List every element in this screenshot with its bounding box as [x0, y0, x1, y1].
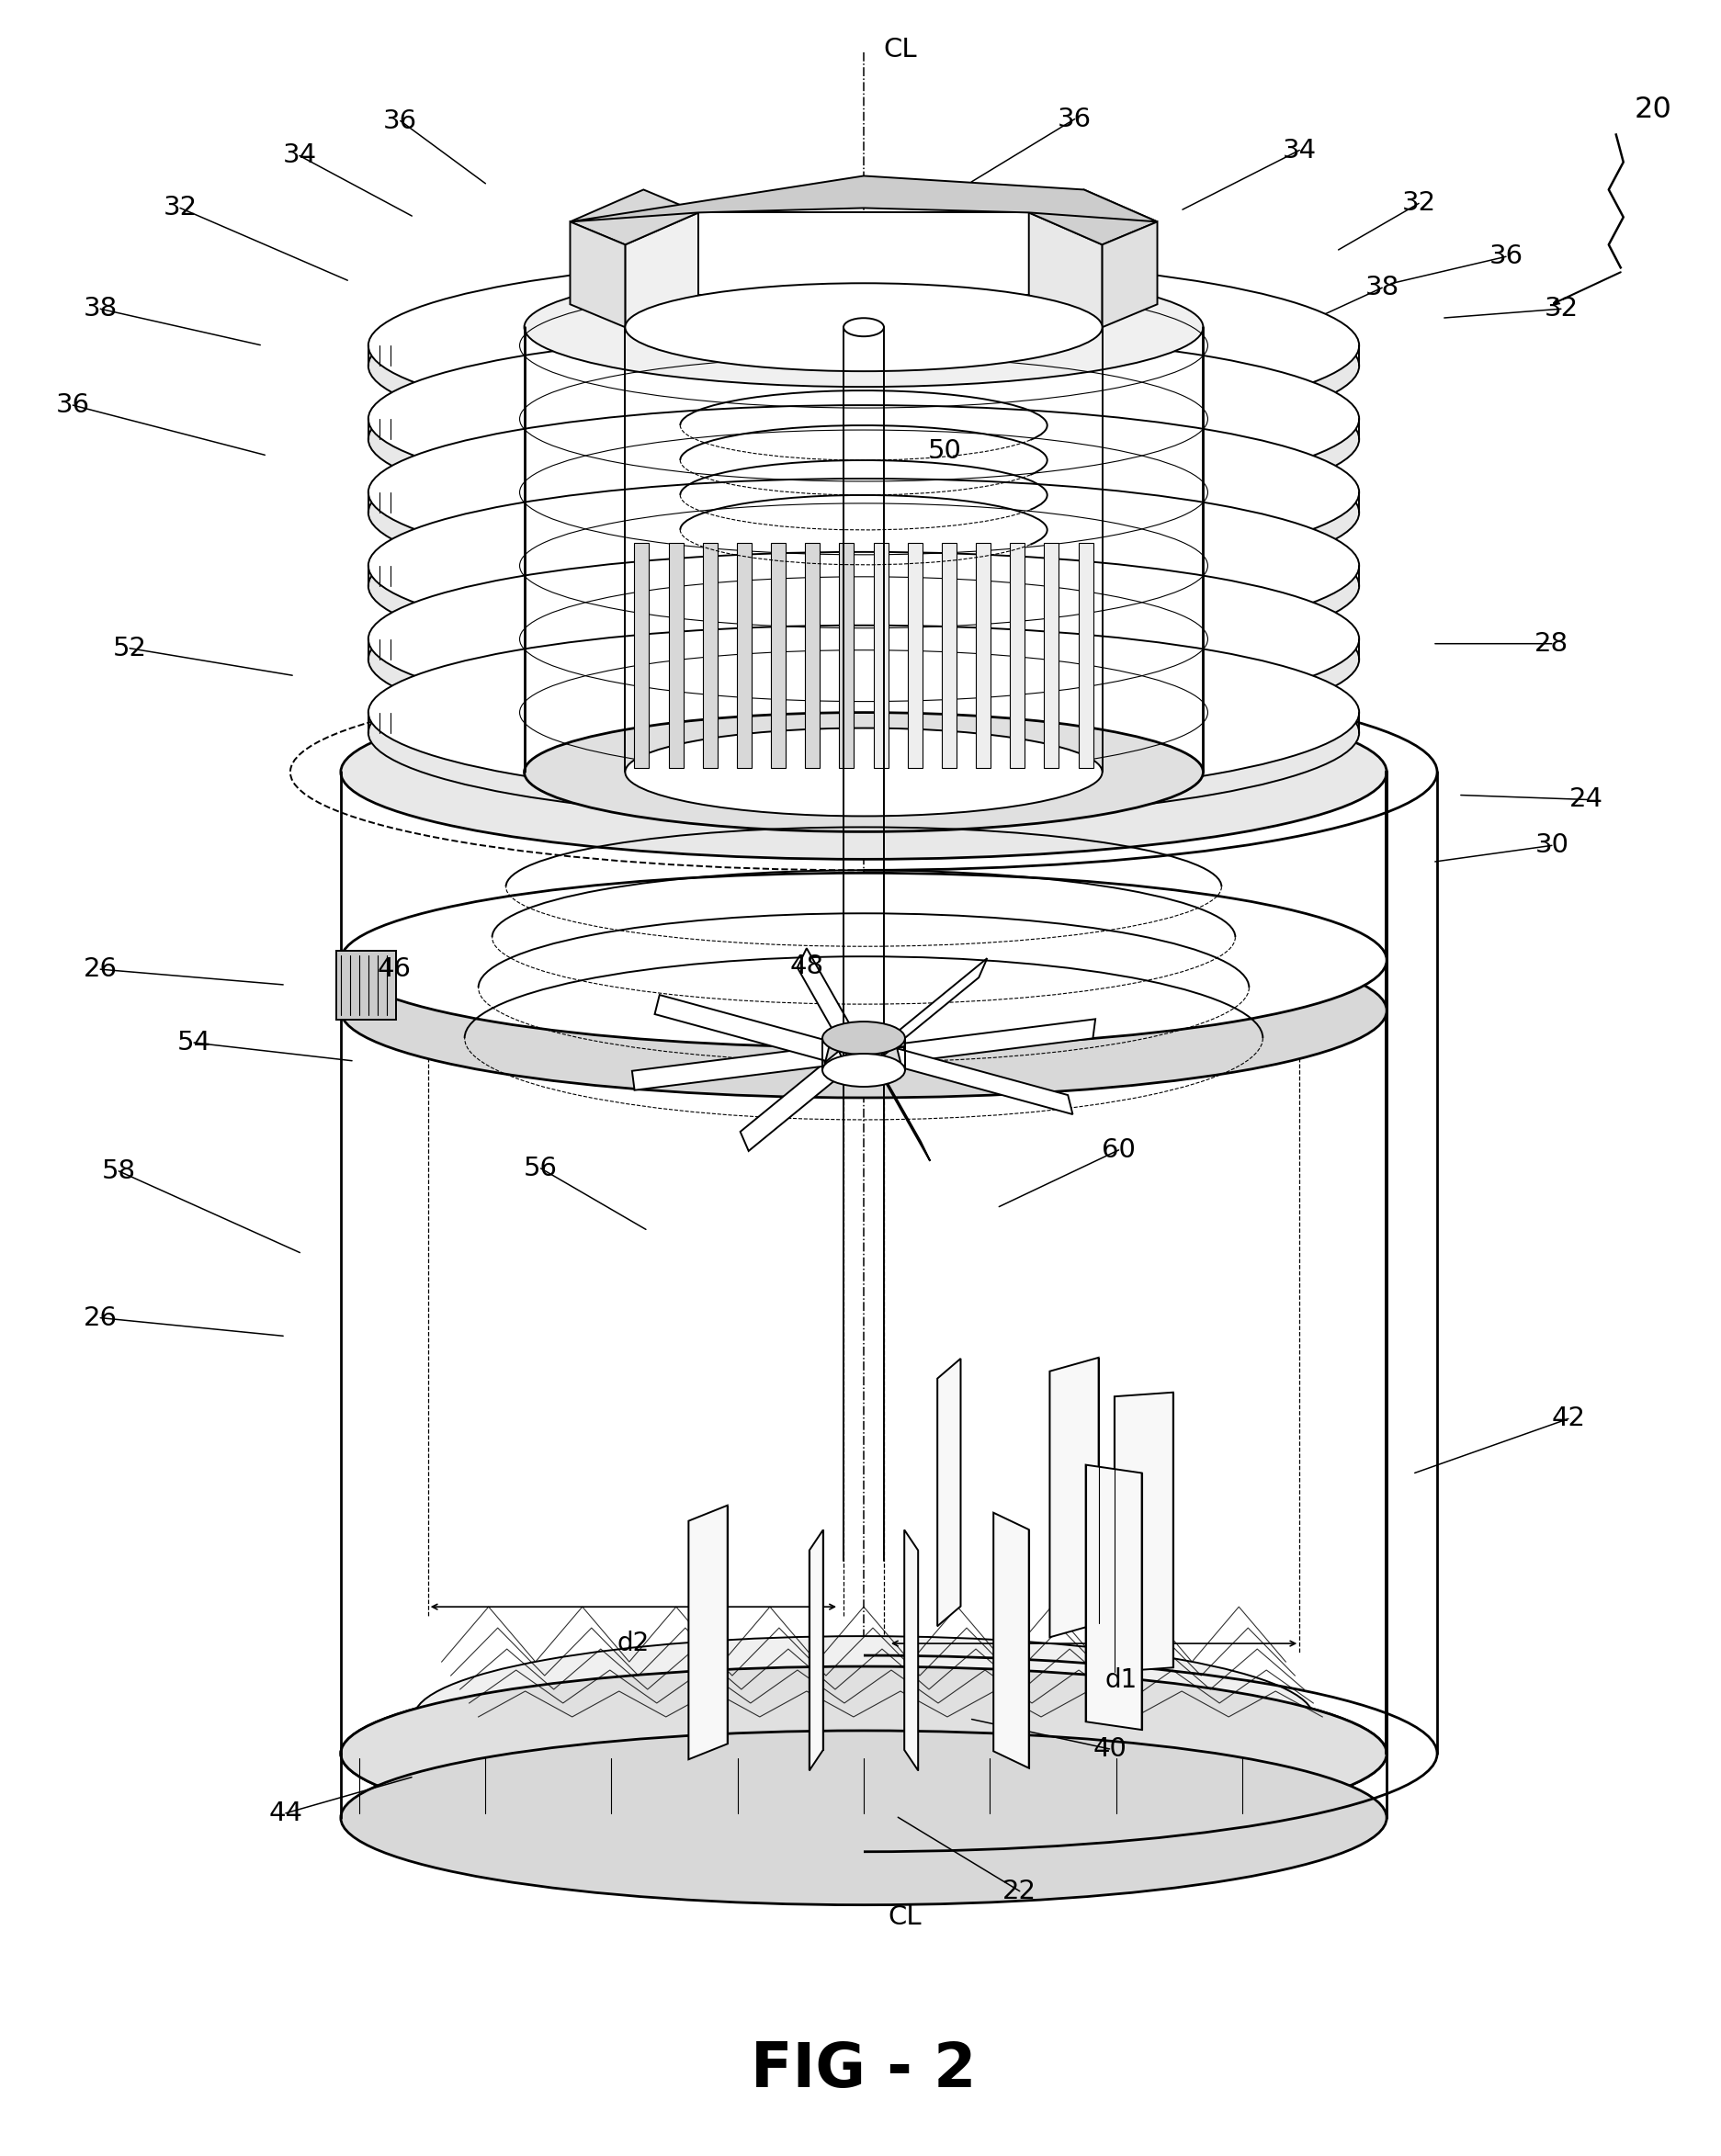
Ellipse shape — [368, 351, 1360, 526]
Text: 56: 56 — [523, 1156, 558, 1181]
Text: 60: 60 — [1101, 1136, 1136, 1162]
Polygon shape — [699, 213, 1029, 295]
Polygon shape — [570, 190, 699, 244]
Ellipse shape — [368, 625, 1360, 800]
Text: 48: 48 — [790, 953, 824, 979]
Text: 36: 36 — [55, 392, 89, 418]
Ellipse shape — [368, 571, 1360, 746]
Ellipse shape — [368, 498, 1360, 673]
Polygon shape — [941, 543, 957, 768]
Text: CL: CL — [888, 1904, 922, 1930]
Text: 20: 20 — [1633, 95, 1671, 125]
Ellipse shape — [843, 319, 885, 336]
Ellipse shape — [525, 711, 1203, 832]
Text: FIG - 2: FIG - 2 — [750, 2040, 976, 2100]
Text: 30: 30 — [1535, 832, 1570, 858]
Polygon shape — [938, 1358, 960, 1626]
Text: 28: 28 — [1535, 632, 1570, 658]
Ellipse shape — [368, 479, 1360, 653]
Text: 38: 38 — [83, 295, 117, 321]
Polygon shape — [809, 1531, 823, 1770]
Polygon shape — [1029, 190, 1157, 244]
Polygon shape — [976, 543, 991, 768]
Polygon shape — [702, 543, 718, 768]
Text: 44: 44 — [268, 1800, 303, 1826]
Ellipse shape — [341, 1667, 1387, 1841]
Text: 36: 36 — [384, 108, 418, 134]
Text: 24: 24 — [1570, 787, 1604, 813]
Polygon shape — [688, 1505, 728, 1759]
Polygon shape — [1086, 1464, 1141, 1729]
Ellipse shape — [341, 873, 1387, 1048]
Ellipse shape — [525, 267, 1203, 386]
Polygon shape — [797, 949, 857, 1059]
Ellipse shape — [625, 282, 1101, 371]
Ellipse shape — [368, 278, 1360, 453]
Polygon shape — [1050, 1358, 1098, 1636]
Text: 54: 54 — [177, 1031, 212, 1056]
Polygon shape — [897, 1048, 1072, 1115]
Text: 34: 34 — [1282, 138, 1317, 164]
Polygon shape — [668, 543, 683, 768]
Text: 38: 38 — [1365, 276, 1399, 300]
Text: 32: 32 — [163, 196, 198, 220]
Polygon shape — [737, 543, 752, 768]
Text: 22: 22 — [1003, 1878, 1036, 1904]
Polygon shape — [1010, 543, 1024, 768]
Polygon shape — [771, 543, 786, 768]
Ellipse shape — [415, 1636, 1313, 1798]
Polygon shape — [840, 543, 854, 768]
Ellipse shape — [625, 729, 1101, 817]
Polygon shape — [993, 1514, 1029, 1768]
Polygon shape — [336, 951, 396, 1020]
Ellipse shape — [368, 332, 1360, 507]
Polygon shape — [1079, 543, 1093, 768]
Text: 52: 52 — [112, 636, 146, 662]
Text: d2: d2 — [618, 1630, 649, 1656]
Text: 34: 34 — [282, 142, 317, 168]
Ellipse shape — [341, 1731, 1387, 1906]
Ellipse shape — [368, 259, 1360, 433]
Polygon shape — [740, 1050, 847, 1151]
Polygon shape — [570, 222, 625, 328]
Ellipse shape — [368, 405, 1360, 580]
Polygon shape — [902, 1020, 1095, 1063]
Ellipse shape — [341, 686, 1387, 860]
Text: d1: d1 — [1105, 1667, 1138, 1692]
Ellipse shape — [823, 1054, 905, 1087]
Text: 46: 46 — [377, 957, 411, 983]
Polygon shape — [907, 543, 922, 768]
Text: 36: 36 — [1489, 244, 1523, 270]
Text: 50: 50 — [928, 438, 962, 464]
Polygon shape — [869, 1052, 929, 1160]
Polygon shape — [654, 994, 830, 1061]
Polygon shape — [632, 1048, 824, 1091]
Ellipse shape — [368, 425, 1360, 599]
Text: 32: 32 — [1401, 190, 1435, 216]
Text: 32: 32 — [1544, 295, 1578, 321]
Ellipse shape — [341, 1667, 1387, 1841]
Text: 42: 42 — [1551, 1406, 1585, 1432]
Polygon shape — [879, 957, 988, 1059]
Polygon shape — [635, 543, 649, 768]
Ellipse shape — [368, 645, 1360, 819]
Polygon shape — [1115, 1393, 1174, 1671]
Polygon shape — [904, 1531, 917, 1770]
Text: 36: 36 — [1058, 106, 1091, 132]
Ellipse shape — [823, 1022, 905, 1054]
Polygon shape — [1101, 222, 1157, 328]
Polygon shape — [874, 543, 888, 768]
Polygon shape — [570, 177, 1157, 222]
Polygon shape — [1029, 213, 1101, 328]
Text: 26: 26 — [83, 1304, 117, 1330]
Text: CL: CL — [883, 37, 917, 63]
Text: 58: 58 — [102, 1158, 136, 1184]
Polygon shape — [625, 213, 699, 328]
Polygon shape — [1045, 543, 1058, 768]
Ellipse shape — [368, 552, 1360, 727]
Text: 26: 26 — [83, 957, 117, 983]
Ellipse shape — [341, 923, 1387, 1097]
Text: 40: 40 — [1093, 1736, 1127, 1761]
Polygon shape — [805, 543, 819, 768]
